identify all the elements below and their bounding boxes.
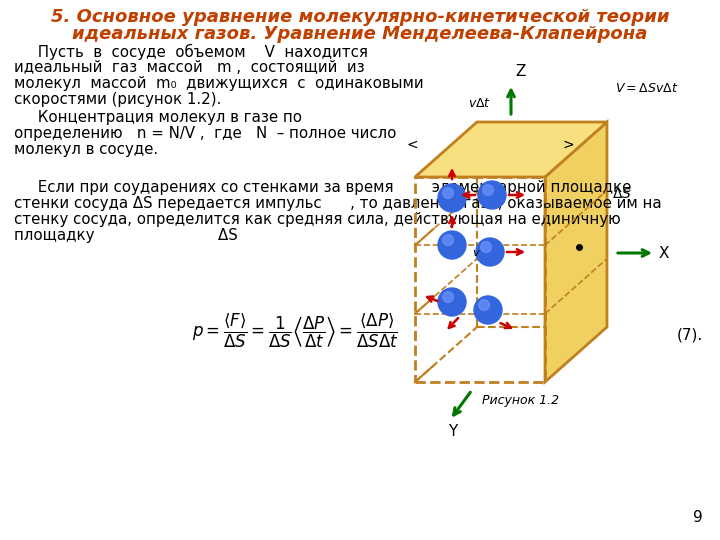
Circle shape — [438, 231, 466, 259]
Circle shape — [476, 238, 504, 266]
Text: молекул в сосуде.: молекул в сосуде. — [14, 142, 158, 157]
Circle shape — [478, 181, 506, 209]
Circle shape — [443, 235, 454, 245]
Text: $\Delta S$: $\Delta S$ — [612, 187, 632, 201]
Circle shape — [438, 184, 466, 212]
Text: идеальный  газ  массой   m ,  состоящий  из: идеальный газ массой m , состоящий из — [14, 60, 364, 75]
Text: идеальных газов. Уравнение Менделеева-Клапейрона: идеальных газов. Уравнение Менделеева-Кл… — [72, 25, 648, 43]
Text: $p = \dfrac{\langle F\rangle}{\Delta S} = \dfrac{1}{\Delta S}\left\langle \dfrac: $p = \dfrac{\langle F\rangle}{\Delta S} … — [192, 312, 398, 350]
Circle shape — [438, 288, 466, 316]
Text: стенку сосуда, определится как средняя сила, действующая на единичную: стенку сосуда, определится как средняя с… — [14, 212, 621, 227]
Text: определению   n = N/V ,  где   N  – полное число: определению n = N/V , где N – полное чис… — [14, 126, 397, 141]
Text: <: < — [407, 138, 418, 152]
Circle shape — [482, 185, 493, 195]
Circle shape — [443, 292, 454, 302]
Text: $v\Delta t$: $v\Delta t$ — [469, 97, 492, 110]
Text: Рисунок 1.2: Рисунок 1.2 — [482, 394, 559, 407]
Polygon shape — [415, 122, 607, 177]
Text: >: > — [562, 138, 574, 152]
Text: Пусть  в  сосуде  объемом    V  находится: Пусть в сосуде объемом V находится — [14, 44, 368, 60]
Text: Концентрация молекул в газе по: Концентрация молекул в газе по — [14, 110, 302, 125]
Text: 9: 9 — [693, 510, 703, 525]
Text: Если при соударениях со стенками за время        элементарной площадке: Если при соударениях со стенками за врем… — [14, 180, 631, 195]
Text: X: X — [659, 246, 670, 260]
Circle shape — [479, 300, 490, 310]
Text: $V = \Delta Sv\Delta t$: $V = \Delta Sv\Delta t$ — [615, 82, 679, 95]
Circle shape — [481, 242, 492, 252]
Text: v: v — [473, 248, 480, 258]
Text: Z: Z — [515, 64, 526, 79]
Circle shape — [443, 188, 454, 198]
Text: площадку                          ΔS: площадку ΔS — [14, 228, 238, 243]
Circle shape — [474, 296, 502, 324]
Text: скоростями (рисунок 1.2).: скоростями (рисунок 1.2). — [14, 92, 221, 107]
Text: молекул  массой  m₀  движущихся  с  одинаковыми: молекул массой m₀ движущихся с одинаковы… — [14, 76, 423, 91]
Text: (7).: (7). — [677, 328, 703, 343]
Text: 5. Основное уравнение молекулярно-кинетической теории: 5. Основное уравнение молекулярно-кинети… — [50, 8, 670, 26]
Text: Y: Y — [448, 424, 457, 439]
Text: стенки сосуда ΔS передается импульс      , то давление газа, оказываемое им на: стенки сосуда ΔS передается импульс , то… — [14, 196, 662, 211]
Polygon shape — [545, 122, 607, 382]
